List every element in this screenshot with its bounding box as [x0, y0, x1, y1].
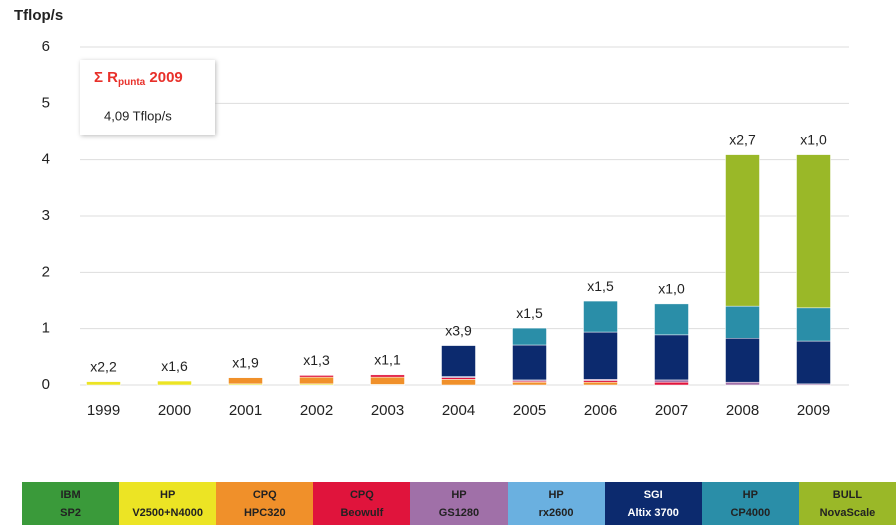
x-tick-label: 1999 [87, 402, 120, 419]
x-tick-label: 2004 [442, 402, 475, 419]
bar-segment [796, 154, 831, 309]
bar-segment [512, 344, 547, 381]
annotation: x1,3 [303, 352, 330, 368]
bar-segment [654, 334, 689, 381]
bar-segment [370, 374, 405, 378]
annotation: x1,9 [232, 354, 259, 370]
x-tick-label: 2002 [300, 402, 333, 419]
x-tick-label: 2009 [797, 402, 830, 419]
bar-segment [725, 305, 760, 339]
bar-segment [86, 381, 121, 386]
legend-item: HP CP4000 [701, 482, 799, 525]
annotation: x1,5 [516, 305, 543, 321]
x-tick-label: 2005 [513, 402, 546, 419]
box-suffix: 2009 [145, 69, 183, 86]
x-tick-label: 2008 [726, 402, 759, 419]
x-tick-label: 2000 [158, 402, 191, 419]
bar-segment [583, 331, 618, 380]
annotation: x2,2 [90, 358, 117, 374]
y-tick-label: 5 [42, 94, 50, 111]
box-title: Σ Rpunta 2009 [94, 69, 183, 88]
x-tick-label: 2007 [655, 402, 688, 419]
legend-item: BULL NovaScale [798, 482, 896, 525]
bar-segment [441, 377, 476, 380]
legend-item: HP GS1280 [410, 482, 508, 525]
legend-item: CPQ HPC320 [216, 482, 314, 525]
y-tick-label: 6 [42, 38, 50, 55]
annotation: x1,0 [658, 281, 685, 297]
y-tick-label: 3 [42, 207, 50, 224]
bar-segment [796, 340, 831, 385]
legend-item: IBM SP2 [22, 482, 120, 525]
bar-segment [654, 379, 689, 383]
legend-item: HP V2500+N4000 [119, 482, 217, 525]
bar-segment [157, 380, 192, 386]
bar-segment [441, 345, 476, 377]
bar-segment [725, 381, 760, 386]
y-tick-label: 4 [42, 151, 50, 168]
x-tick-label: 2006 [584, 402, 617, 419]
legend-item: CPQ Beowulf [313, 482, 411, 525]
bar-segment [512, 327, 547, 346]
y-axis-label: Tflop/s [14, 7, 63, 24]
annotation: x3,9 [445, 322, 472, 338]
bar-segment [299, 376, 334, 385]
bar-segment [299, 375, 334, 378]
bar-segment [725, 154, 760, 307]
bar-segment [228, 377, 263, 385]
bar-segment [512, 381, 547, 386]
summary-box [80, 60, 215, 135]
bar-segment [583, 380, 618, 383]
chart: Tflop/s Σ Rpunta 2009 4,09 Tflop/s 0 1 2 3 4… [14, 7, 849, 419]
bar-segment [583, 300, 618, 333]
y-tick-label: 1 [42, 320, 50, 337]
x-tick-label: 2003 [371, 402, 404, 419]
y-tick-label: 0 [42, 376, 50, 393]
bar-segment [370, 376, 405, 385]
annotation: x1,0 [800, 131, 827, 147]
box-prefix: Σ R [94, 69, 118, 86]
box-sub: punta [118, 77, 146, 88]
x-tick-label: 2001 [229, 402, 262, 419]
bar-segment [583, 381, 618, 386]
bar-segment [654, 381, 689, 386]
bar-segment [725, 337, 760, 383]
legend-item: SGI Altix 3700 [604, 482, 702, 525]
bar-segment [654, 303, 689, 336]
bar-segment [796, 307, 831, 342]
annotation: x1,5 [587, 278, 614, 294]
bar-segment [441, 379, 476, 386]
box-value: 4,09 Tflop/s [104, 108, 172, 123]
annotation: x1,6 [161, 358, 188, 374]
legend: IBM SP2 HP V2500+N4000 CPQ HPC320 CPQ Beowu… [22, 482, 896, 525]
y-tick-label: 2 [42, 263, 50, 280]
legend-item: HP rx2600 [507, 482, 605, 525]
annotation: x2,7 [729, 131, 756, 147]
annotation: x1,1 [374, 352, 401, 368]
